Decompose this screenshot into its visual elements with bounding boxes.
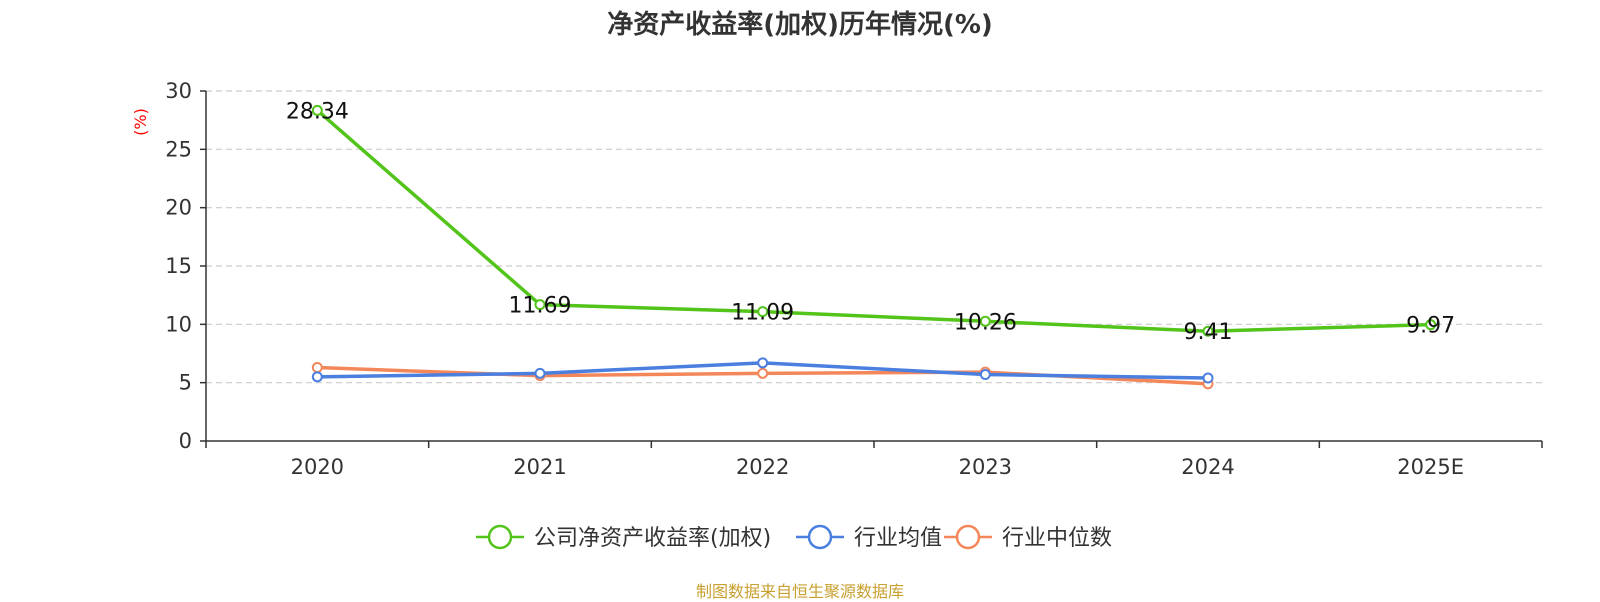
legend-item: 公司净资产收益率(加权) [476,524,771,551]
x-tick-label: 2022 [736,455,789,479]
x-tick-label: 2023 [959,455,1012,479]
source-note: 制图数据来自恒生聚源数据库 [695,582,904,601]
x-tick-label: 2025E [1397,455,1464,479]
y-tick-label: 10 [165,312,192,336]
data-label: 10.26 [954,310,1017,335]
data-label: 11.09 [731,301,794,326]
y-tick-label: 25 [165,137,192,161]
legend-label: 行业均值 [854,526,942,551]
data-point [534,299,546,311]
legend-marker [807,524,833,550]
data-point [757,306,769,318]
series-lines [311,104,1437,390]
legend-marker [487,524,513,550]
x-tick-label: 2021 [513,455,566,479]
y-tick-label: 30 [165,79,192,103]
y-tick-label: 20 [165,196,192,220]
grid-lines [206,90,1542,384]
data-label: 11.69 [509,294,572,319]
series-line-0 [316,109,1431,333]
data-label: 9.97 [1406,314,1455,339]
data-point [311,104,323,116]
data-point [534,367,546,379]
x-tick-labels: 2020 2021 2022 2023 2024 2025E [291,455,1464,479]
data-point [757,367,769,379]
data-label: 9.41 [1184,320,1233,345]
legend-label: 公司净资产收益率(加权) [534,526,771,551]
legend-item: 行业均值 [796,524,942,551]
data-labels: 28.34 11.69 11.09 10.26 9.41 9.97 [286,99,1455,345]
data-point [1202,372,1214,384]
legend-label: 行业中位数 [1002,526,1112,551]
data-point [1425,319,1437,331]
y-axis-label: (%) [131,108,150,136]
x-tick-label: 2020 [291,455,344,479]
legend: 公司净资产收益率(加权) 行业均值 行业中位数 [476,524,1112,551]
y-tick-label: 15 [165,254,192,278]
x-tick-label: 2024 [1181,455,1234,479]
data-point [979,369,991,380]
axes [200,90,1543,448]
chart-title: 净资产收益率(加权)历年情况(%) [607,10,993,40]
data-point [757,357,769,369]
data-point [311,371,323,383]
data-point [311,362,323,373]
data-point [1202,325,1214,337]
y-tick-labels: 0 5 10 15 20 25 30 [165,79,192,453]
legend-marker [955,524,981,550]
legend-item: 行业中位数 [944,524,1112,551]
data-label: 28.34 [286,99,349,124]
y-tick-label: 5 [179,371,192,395]
y-tick-label: 0 [179,429,192,453]
data-point [979,315,991,327]
